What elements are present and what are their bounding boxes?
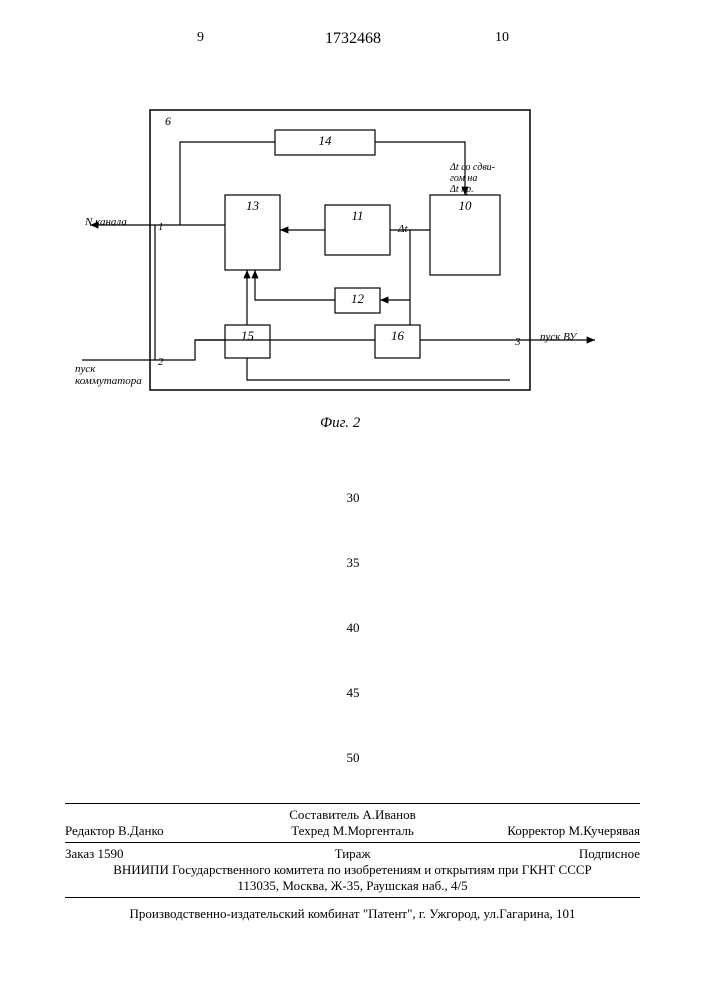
footer-block: Составитель А.Иванов Редактор В.Данко Те… <box>65 800 640 922</box>
line-number: 35 <box>338 555 368 571</box>
svg-text:1: 1 <box>158 221 164 233</box>
line-number: 45 <box>338 685 368 701</box>
figure-caption: Фиг. 2 <box>320 415 360 432</box>
svg-text:N канала: N канала <box>84 216 127 228</box>
svg-text:2: 2 <box>158 356 164 368</box>
line-number: 30 <box>338 490 368 506</box>
corrector: Корректор М.Кучерявая <box>448 823 640 839</box>
svg-text:12: 12 <box>351 291 365 306</box>
editor: Редактор В.Данко <box>65 823 257 839</box>
compiler: Составитель А.Иванов <box>65 807 640 823</box>
org-address: 113035, Москва, Ж-35, Раушская наб., 4/5 <box>65 878 640 894</box>
svg-text:Δt пр.: Δt пр. <box>449 184 474 195</box>
tirazh: Тираж <box>257 846 449 862</box>
svg-text:16: 16 <box>391 328 405 343</box>
subscription: Подписное <box>448 846 640 862</box>
order-number: Заказ 1590 <box>65 846 257 862</box>
svg-text:гом на: гом на <box>450 173 477 184</box>
svg-text:6: 6 <box>165 114 171 128</box>
line-number: 40 <box>338 620 368 636</box>
svg-text:11: 11 <box>351 208 363 223</box>
svg-text:14: 14 <box>319 133 333 148</box>
svg-text:пуск ВУ: пуск ВУ <box>540 331 578 343</box>
svg-text:Δt со сдви-: Δt со сдви- <box>449 162 495 173</box>
block-diagram: 610111213141516123N каналапусккоммутатор… <box>0 0 707 450</box>
svg-text:Δt: Δt <box>397 223 408 235</box>
techred: Техред М.Моргенталь <box>257 823 449 839</box>
page: 9 1732468 10 610111213141516123N каналап… <box>0 0 707 1000</box>
organization: ВНИИПИ Государственного комитета по изоб… <box>65 862 640 878</box>
svg-text:13: 13 <box>246 198 260 213</box>
line-number: 50 <box>338 750 368 766</box>
svg-text:коммутатора: коммутатора <box>75 375 142 387</box>
svg-text:3: 3 <box>514 336 521 348</box>
svg-text:10: 10 <box>459 198 473 213</box>
publisher: Производственно-издательский комбинат "П… <box>65 906 640 922</box>
svg-text:15: 15 <box>241 328 255 343</box>
svg-text:пуск: пуск <box>75 363 96 375</box>
